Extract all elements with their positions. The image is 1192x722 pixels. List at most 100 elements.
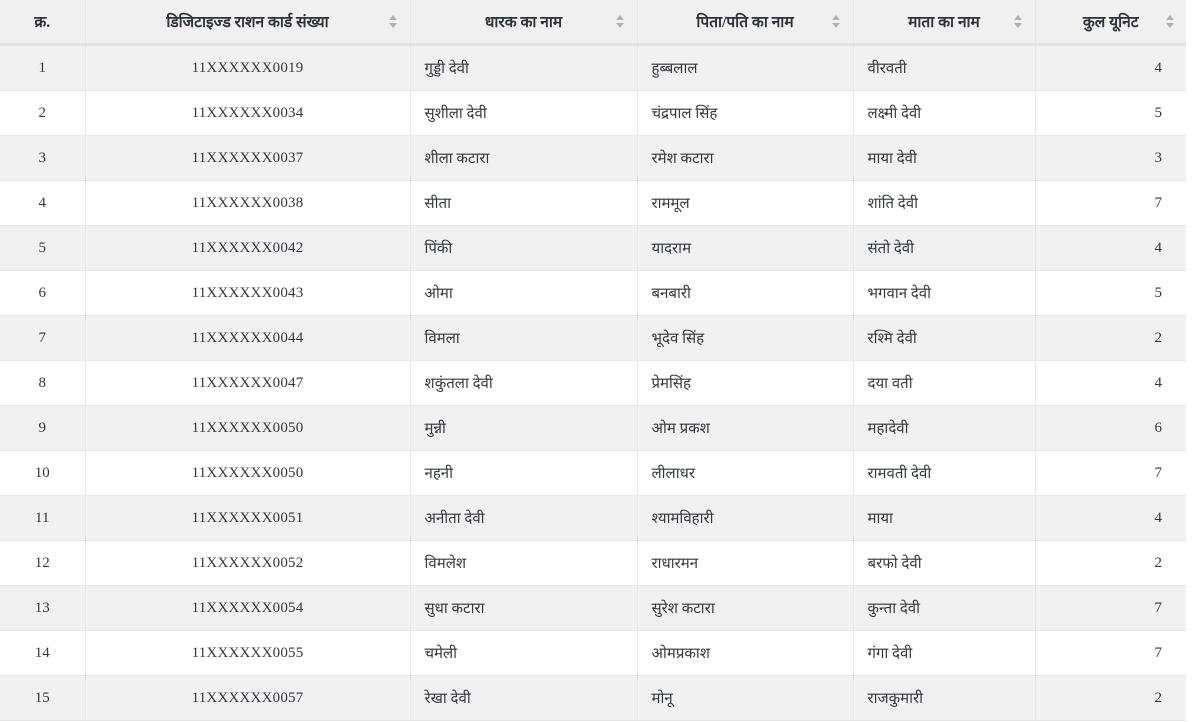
cell-total-units: 7 — [1035, 630, 1186, 676]
cell-serial: 2 — [0, 90, 86, 136]
cell-mother-name: माया — [853, 495, 1036, 541]
cell-total-units: 7 — [1035, 585, 1186, 631]
cell-holder-name: पिंकी — [410, 225, 638, 271]
cell-mother-name: माया देवी — [853, 135, 1036, 181]
table-row[interactable]: 12 11XXXXXX0052 विमलेश राधारमन बरफो देवी 2 — [0, 540, 1186, 586]
cell-father-husband-name: हुब्बलाल — [637, 44, 854, 91]
table-row[interactable]: 6 11XXXXXX0043 ओमा बनबारी भगवान देवी 5 — [0, 270, 1186, 316]
table-row[interactable]: 10 11XXXXXX0050 नहनी लीलाधर रामवती देवी 7 — [0, 450, 1186, 496]
cell-ration-card-number: 11XXXXXX0043 — [85, 270, 411, 316]
column-header-holder-name-label: धारक का नाम — [484, 14, 563, 31]
column-header-holder-name[interactable]: धारक का नाम — [410, 0, 638, 46]
cell-holder-name: गुड्डी देवी — [410, 44, 638, 91]
table-row[interactable]: 13 11XXXXXX0054 सुधा कटारा सुरेश कटारा कुन्त… — [0, 585, 1186, 631]
cell-holder-name: विमलेश — [410, 540, 638, 586]
cell-serial: 3 — [0, 135, 86, 181]
cell-serial: 4 — [0, 180, 86, 226]
cell-total-units: 5 — [1035, 90, 1186, 136]
cell-serial: 7 — [0, 315, 86, 361]
table-row[interactable]: 9 11XXXXXX0050 मुन्नी ओम प्रकश महादेवी 6 — [0, 405, 1186, 451]
table-header-row: क्र. डिजिटाइज्ड राशन कार्ड संख्या धारक क… — [0, 0, 1186, 46]
cell-father-husband-name: ओम प्रकश — [637, 405, 854, 451]
cell-holder-name: ओमा — [410, 270, 638, 316]
cell-holder-name: विमला — [410, 315, 638, 361]
cell-ration-card-number: 11XXXXXX0034 — [85, 90, 411, 136]
cell-serial: 10 — [0, 450, 86, 496]
cell-father-husband-name: बनबारी — [637, 270, 854, 316]
table-body: 1 11XXXXXX0019 गुड्डी देवी हुब्बलाल वीरवती 4 2… — [0, 44, 1186, 721]
cell-total-units: 2 — [1035, 675, 1186, 721]
column-header-father-husband-name-label: पिता/पति का नाम — [696, 14, 794, 31]
table-row[interactable]: 8 11XXXXXX0047 शकुंतला देवी प्रेमसिंह दया वत… — [0, 360, 1186, 406]
cell-holder-name: सीता — [410, 180, 638, 226]
cell-serial: 12 — [0, 540, 86, 586]
cell-ration-card-number: 11XXXXXX0038 — [85, 180, 411, 226]
table-row[interactable]: 2 11XXXXXX0034 सुशीला देवी चंद्रपाल सिंह लक्… — [0, 90, 1186, 136]
column-header-ration-card-number[interactable]: डिजिटाइज्ड राशन कार्ड संख्या — [85, 0, 411, 46]
table-row[interactable]: 1 11XXXXXX0019 गुड्डी देवी हुब्बलाल वीरवती 4 — [0, 44, 1186, 91]
column-header-total-units-label: कुल यूनिट — [1082, 14, 1139, 31]
cell-father-husband-name: भूदेव सिंह — [637, 315, 854, 361]
cell-total-units: 4 — [1035, 44, 1186, 91]
sort-updown-icon[interactable] — [616, 13, 625, 29]
table-row[interactable]: 3 11XXXXXX0037 शीला कटारा रमेश कटारा माया दे… — [0, 135, 1186, 181]
cell-mother-name: महादेवी — [853, 405, 1036, 451]
cell-father-husband-name: ओमप्रकाश — [637, 630, 854, 676]
table-header: क्र. डिजिटाइज्ड राशन कार्ड संख्या धारक क… — [0, 0, 1186, 46]
cell-father-husband-name: रमेश कटारा — [637, 135, 854, 181]
cell-serial: 14 — [0, 630, 86, 676]
cell-holder-name: सुधा कटारा — [410, 585, 638, 631]
sort-updown-icon[interactable] — [389, 13, 398, 29]
cell-ration-card-number: 11XXXXXX0019 — [85, 44, 411, 91]
table-row[interactable]: 4 11XXXXXX0038 सीता राममूल शांति देवी 7 — [0, 180, 1186, 226]
cell-mother-name: संतो देवी — [853, 225, 1036, 271]
cell-ration-card-number: 11XXXXXX0050 — [85, 405, 411, 451]
column-header-serial[interactable]: क्र. — [0, 0, 86, 46]
cell-holder-name: अनीता देवी — [410, 495, 638, 541]
cell-holder-name: चमेली — [410, 630, 638, 676]
cell-total-units: 3 — [1035, 135, 1186, 181]
table-row[interactable]: 11 11XXXXXX0051 अनीता देवी श्यामविहारी माया 4 — [0, 495, 1186, 541]
cell-father-husband-name: चंद्रपाल सिंह — [637, 90, 854, 136]
cell-father-husband-name: मोनू — [637, 675, 854, 721]
column-header-mother-name[interactable]: माता का नाम — [853, 0, 1036, 46]
column-header-serial-label: क्र. — [34, 14, 51, 31]
table-row[interactable]: 15 11XXXXXX0057 रेखा देवी मोनू राजकुमारी 2 — [0, 675, 1186, 721]
cell-holder-name: शीला कटारा — [410, 135, 638, 181]
cell-father-husband-name: राममूल — [637, 180, 854, 226]
cell-mother-name: भगवान देवी — [853, 270, 1036, 316]
cell-holder-name: सुशीला देवी — [410, 90, 638, 136]
cell-ration-card-number: 11XXXXXX0042 — [85, 225, 411, 271]
table-row[interactable]: 5 11XXXXXX0042 पिंकी यादराम संतो देवी 4 — [0, 225, 1186, 271]
table-row[interactable]: 14 11XXXXXX0055 चमेली ओमप्रकाश गंगा देवी 7 — [0, 630, 1186, 676]
cell-mother-name: रश्मि देवी — [853, 315, 1036, 361]
cell-holder-name: मुन्नी — [410, 405, 638, 451]
cell-total-units: 5 — [1035, 270, 1186, 316]
cell-holder-name: शकुंतला देवी — [410, 360, 638, 406]
cell-mother-name: दया वती — [853, 360, 1036, 406]
cell-total-units: 7 — [1035, 450, 1186, 496]
column-header-father-husband-name[interactable]: पिता/पति का नाम — [637, 0, 854, 46]
cell-mother-name: लक्ष्मी देवी — [853, 90, 1036, 136]
cell-ration-card-number: 11XXXXXX0055 — [85, 630, 411, 676]
cell-father-husband-name: सुरेश कटारा — [637, 585, 854, 631]
cell-mother-name: शांति देवी — [853, 180, 1036, 226]
cell-serial: 11 — [0, 495, 86, 541]
cell-serial: 9 — [0, 405, 86, 451]
cell-serial: 6 — [0, 270, 86, 316]
cell-total-units: 2 — [1035, 315, 1186, 361]
cell-father-husband-name: प्रेमसिंह — [637, 360, 854, 406]
cell-ration-card-number: 11XXXXXX0044 — [85, 315, 411, 361]
cell-ration-card-number: 11XXXXXX0050 — [85, 450, 411, 496]
sort-updown-icon[interactable] — [1165, 13, 1174, 29]
cell-total-units: 4 — [1035, 225, 1186, 271]
column-header-total-units[interactable]: कुल यूनिट — [1035, 0, 1186, 46]
cell-total-units: 4 — [1035, 360, 1186, 406]
sort-updown-icon[interactable] — [1014, 13, 1023, 29]
table-row[interactable]: 7 11XXXXXX0044 विमला भूदेव सिंह रश्मि देवी 2 — [0, 315, 1186, 361]
cell-serial: 5 — [0, 225, 86, 271]
cell-ration-card-number: 11XXXXXX0057 — [85, 675, 411, 721]
sort-updown-icon[interactable] — [832, 13, 841, 29]
